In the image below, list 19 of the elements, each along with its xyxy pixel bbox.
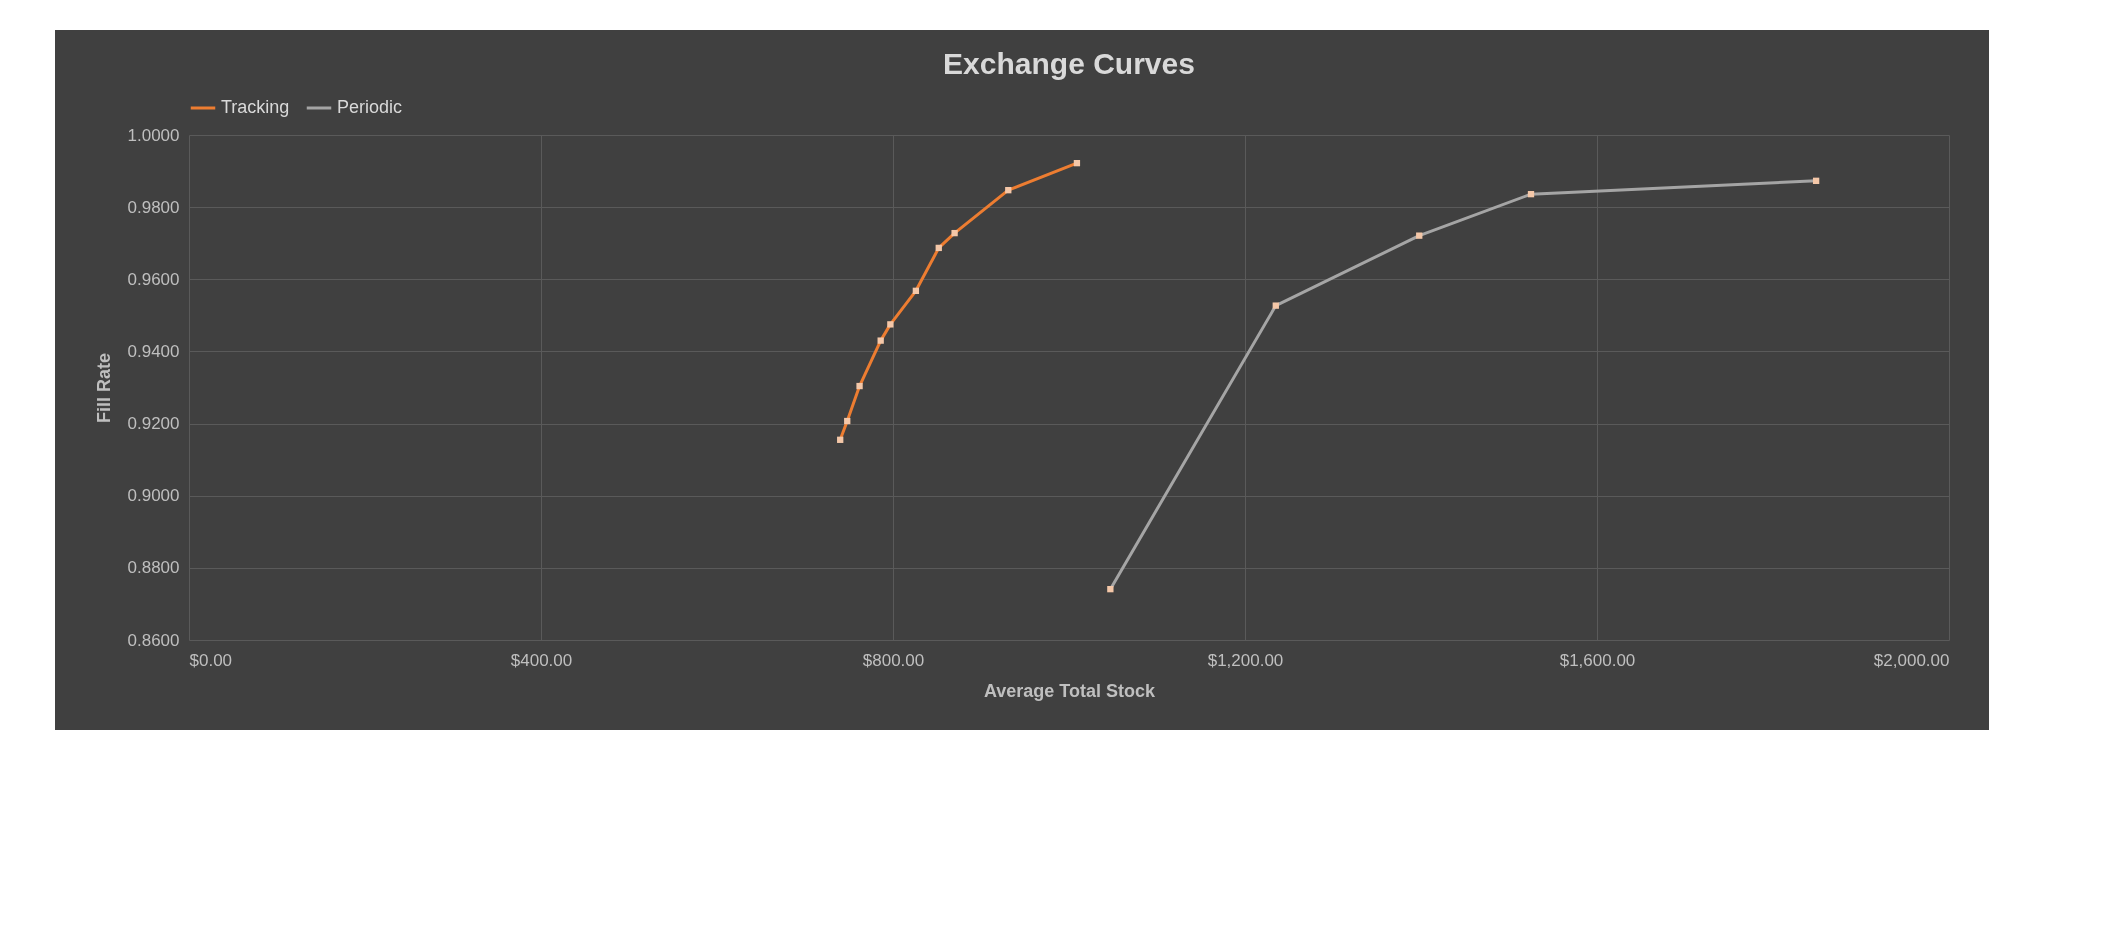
- x-tick-label: $400.00: [510, 650, 573, 670]
- chart-title: Exchange Curves: [943, 47, 1195, 80]
- y-tick-label: 0.9000: [127, 486, 180, 506]
- y-tick-label: 1.0000: [127, 125, 180, 145]
- y-axis-title: Fill Rate: [93, 352, 114, 424]
- x-tick-label: $800.00: [862, 650, 925, 670]
- y-tick-label: 0.8800: [127, 558, 180, 578]
- y-tick-label: 0.8600: [127, 630, 180, 650]
- x-tick-label: $0.00: [189, 650, 233, 670]
- x-tick-label: $1,200.00: [1207, 650, 1284, 670]
- y-tick-label: 0.9600: [127, 269, 180, 289]
- y-tick-label: 0.9200: [127, 414, 180, 434]
- x-tick-label: $2,000.00: [1873, 650, 1950, 670]
- y-tick-label: 0.9400: [127, 341, 180, 361]
- x-tick-label: $1,600.00: [1559, 650, 1636, 670]
- legend-label: Tracking: [221, 97, 290, 117]
- legend-label: Periodic: [337, 97, 403, 117]
- x-axis-title: Average Total Stock: [983, 680, 1157, 701]
- y-tick-label: 0.9800: [127, 197, 180, 217]
